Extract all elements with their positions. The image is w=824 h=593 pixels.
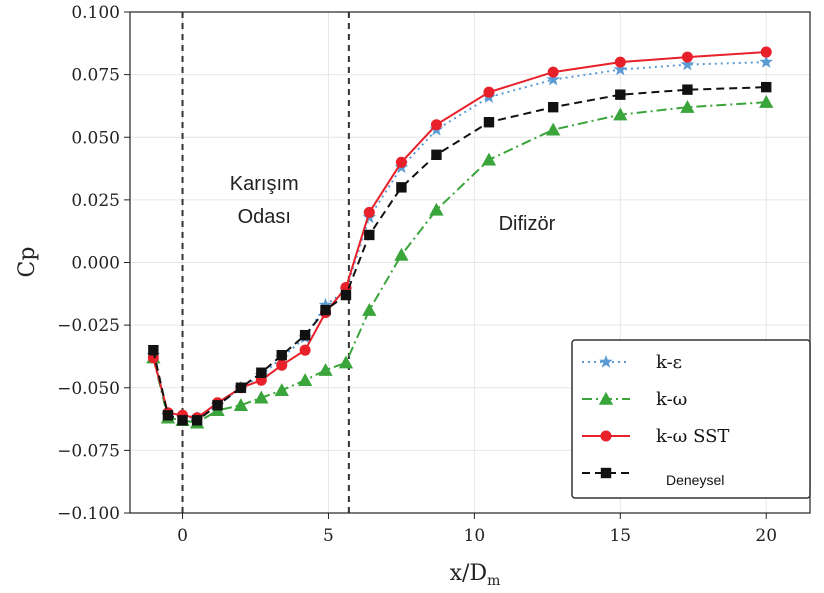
data-point-triangle	[274, 383, 289, 396]
x-axis-label: x/Dm	[450, 561, 501, 589]
data-point-square	[431, 149, 442, 160]
legend-label: k-ω SST	[656, 426, 729, 447]
y-tick-label: −0.025	[57, 316, 120, 336]
data-point-star	[680, 57, 695, 71]
axis-ticks: 0 5 10 15 20 −0.100 −0.075 −0.050 −0.025 0.000 0.0…	[57, 3, 777, 546]
data-point-triangle	[598, 391, 614, 405]
data-point-square	[364, 229, 375, 241]
region-label: Karışım Odası	[230, 173, 299, 228]
data-point-circle	[430, 119, 442, 131]
data-point-triangle	[254, 390, 269, 404]
data-point-circle	[547, 66, 559, 78]
legend-item: Deneysel	[582, 467, 724, 488]
data-point-triangle	[338, 355, 354, 369]
data-point-circle	[299, 344, 311, 356]
data-point-square	[191, 415, 203, 426]
y-tick-label: −0.100	[57, 504, 120, 524]
data-point-triangle	[394, 247, 409, 261]
series-deneysel	[148, 81, 772, 426]
data-point-square	[148, 344, 159, 356]
x-tick-label: 15	[609, 526, 631, 546]
legend-label: k-ε	[656, 352, 682, 373]
data-point-triangle	[680, 100, 695, 113]
data-point-circle	[395, 156, 407, 168]
x-tick-label: 10	[464, 526, 486, 546]
data-point-circle	[681, 51, 693, 63]
legend-label: Deneysel	[666, 472, 724, 488]
y-tick-label: 0.050	[71, 128, 120, 148]
data-point-triangle	[759, 95, 774, 108]
y-tick-label: −0.075	[57, 441, 120, 461]
data-point-triangle	[233, 398, 249, 412]
data-point-star	[318, 297, 333, 311]
y-tick-label: 0.025	[71, 191, 120, 211]
legend-box	[571, 339, 811, 499]
region-annotations: Karışım Odası Difizör	[230, 173, 556, 235]
data-point-triangle	[429, 202, 444, 216]
data-point-square	[340, 289, 352, 301]
data-point-circle	[483, 86, 495, 98]
data-point-star	[599, 354, 613, 368]
data-point-triangle	[297, 373, 313, 386]
x-tick-label: 20	[755, 526, 777, 546]
data-point-square	[396, 182, 407, 193]
data-point-square	[212, 400, 223, 411]
legend: k-ε k-ω k-ω SST Deneysel	[571, 339, 811, 499]
data-point-circle	[363, 206, 375, 218]
data-point-square	[600, 467, 612, 479]
x-tick-label: 0	[177, 526, 188, 546]
data-point-circle	[276, 359, 288, 371]
data-point-square	[320, 304, 331, 316]
data-point-square	[256, 367, 267, 378]
data-point-square	[483, 117, 495, 128]
legend-label: k-ω	[656, 389, 687, 410]
data-point-triangle	[362, 302, 377, 316]
data-point-circle	[614, 56, 626, 68]
y-tick-label: 0.075	[71, 66, 120, 86]
data-point-square	[299, 329, 311, 341]
data-point-square	[162, 410, 174, 421]
x-tick-label: 5	[323, 526, 334, 546]
data-point-star	[546, 72, 560, 86]
data-point-circle	[760, 46, 772, 58]
data-point-square	[682, 84, 693, 95]
data-point-triangle	[318, 363, 333, 376]
series-group	[146, 46, 774, 429]
data-point-square	[177, 415, 188, 426]
y-axis-label: Cp	[15, 247, 40, 278]
y-tick-label: −0.050	[57, 379, 120, 399]
region-label: Difizör	[499, 213, 556, 235]
legend-item: k-ε	[582, 352, 682, 373]
y-tick-label: 0.100	[71, 3, 120, 23]
y-tick-label: 0.000	[71, 254, 120, 274]
data-point-square	[276, 349, 287, 361]
data-point-square	[235, 382, 247, 393]
data-point-circle	[600, 430, 612, 442]
legend-item: k-ω SST	[582, 426, 729, 447]
data-point-triangle	[481, 152, 497, 166]
data-point-square	[547, 101, 559, 113]
data-point-triangle	[613, 107, 628, 121]
data-point-star	[759, 55, 773, 68]
data-point-star	[613, 62, 628, 76]
legend-item: k-ω	[582, 389, 687, 410]
data-point-triangle	[546, 122, 561, 136]
data-point-square	[615, 89, 626, 100]
data-point-square	[761, 81, 772, 93]
